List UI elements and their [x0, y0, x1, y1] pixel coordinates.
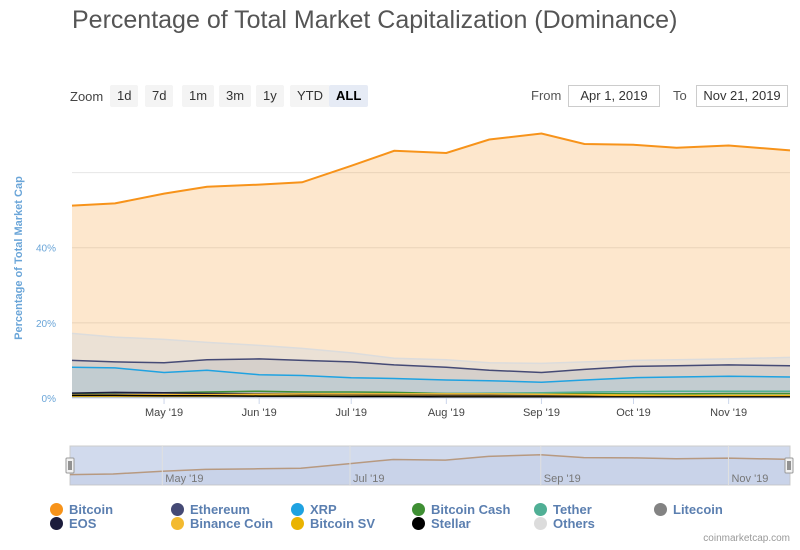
- area-bitcoin-cash: [72, 391, 790, 398]
- legend-label: Bitcoin Cash: [431, 502, 511, 517]
- area-others: [72, 333, 790, 398]
- zoom-button-3m[interactable]: 3m: [219, 85, 252, 107]
- area-bitcoin: [72, 133, 790, 398]
- navigator-window[interactable]: [69, 445, 791, 486]
- legend-label: Bitcoin SV: [310, 516, 376, 531]
- area-bitcoin-sv: [72, 395, 790, 398]
- legend-label: EOS: [69, 516, 97, 531]
- legend-label: Others: [553, 516, 595, 531]
- x-tick-label: Jun '19: [242, 407, 277, 419]
- legend-item-bitcoin-cash[interactable]: Bitcoin Cash: [412, 502, 510, 517]
- legend-label: Bitcoin: [69, 502, 114, 517]
- series-line-bitcoin[interactable]: [71, 132, 791, 207]
- navigator-series-line: [69, 454, 791, 476]
- credits[interactable]: coinmarketcap.com: [703, 533, 790, 544]
- range-from-label: From: [531, 88, 562, 103]
- legend-label: Litecoin: [673, 502, 723, 517]
- legend-label: Tether: [553, 502, 592, 517]
- navigator[interactable]: May '19 Jul '19 Sep '19 Nov '19: [65, 445, 794, 486]
- range-to-input[interactable]: Nov 21, 2019: [696, 85, 788, 107]
- area-eos: [72, 392, 790, 398]
- chart-title: Percentage of Total Market Capitalizatio…: [72, 6, 678, 34]
- navigator-right-handle[interactable]: [784, 457, 794, 474]
- area-binance-coin: [72, 393, 790, 398]
- legend-item-eos[interactable]: EOS: [50, 516, 96, 531]
- x-tick-label: Jul '19: [335, 407, 366, 419]
- series-line-litecoin[interactable]: [71, 392, 790, 397]
- legend-marker-icon: [412, 503, 425, 516]
- zoom-button-all[interactable]: ALL: [329, 85, 369, 107]
- navigator-tick-label: Nov '19: [731, 473, 768, 485]
- zoom-button-ytd[interactable]: YTD: [290, 85, 330, 107]
- range-to-label: To: [673, 88, 687, 103]
- x-tick-label: Nov '19: [710, 407, 747, 419]
- series-line-bitcoin-cash[interactable]: [71, 390, 790, 395]
- legend-marker-icon: [171, 503, 184, 516]
- legend-marker-icon: [171, 517, 184, 530]
- legend-marker-icon: [534, 503, 547, 516]
- legend-marker-icon: [50, 503, 63, 516]
- y-tick-label: 20%: [36, 319, 56, 330]
- series-line-binance-coin[interactable]: [72, 393, 790, 397]
- series-line-ethereum[interactable]: [71, 358, 791, 374]
- navigator-left-handle[interactable]: [65, 457, 75, 474]
- legend-item-others[interactable]: Others: [534, 516, 595, 531]
- legend-marker-icon: [50, 517, 63, 530]
- legend-marker-icon: [534, 517, 547, 530]
- navigator-tick-label: May '19: [165, 473, 203, 485]
- x-tick-label: Aug '19: [428, 407, 465, 419]
- navigator-series-area: [70, 454, 790, 485]
- series-line-stellar[interactable]: [72, 394, 790, 398]
- zoom-button-1d[interactable]: 1d: [110, 85, 139, 107]
- legend-item-bitcoin[interactable]: Bitcoin: [50, 502, 113, 517]
- legend-item-stellar[interactable]: Stellar: [412, 516, 471, 531]
- series-line-others[interactable]: [71, 332, 791, 365]
- area-tether: [72, 391, 790, 398]
- zoom-label: Zoom: [70, 89, 104, 104]
- area-xrp: [72, 367, 790, 398]
- legend-item-litecoin[interactable]: Litecoin: [654, 502, 723, 517]
- legend-marker-icon: [291, 503, 304, 516]
- y-tick-label: 40%: [36, 244, 56, 255]
- x-tick-label: Sep '19: [523, 407, 560, 419]
- legend-label: Stellar: [431, 516, 471, 531]
- legend-marker-icon: [291, 517, 304, 530]
- series-line-xrp[interactable]: [71, 366, 791, 383]
- legend-marker-icon: [412, 517, 425, 530]
- legend-label: Ethereum: [190, 502, 250, 517]
- area-litecoin: [72, 393, 790, 398]
- navigator-tick-label: Sep '19: [544, 473, 581, 485]
- legend-label: XRP: [310, 502, 337, 517]
- legend-item-bitcoin-sv[interactable]: Bitcoin SV: [291, 516, 375, 531]
- legend-item-ethereum[interactable]: Ethereum: [171, 502, 250, 517]
- zoom-button-7d[interactable]: 7d: [145, 85, 174, 107]
- area-stellar: [72, 395, 790, 398]
- legend-item-tether[interactable]: Tether: [534, 502, 592, 517]
- range-from-input[interactable]: Apr 1, 2019: [568, 85, 660, 107]
- legend-item-xrp[interactable]: XRP: [291, 502, 337, 517]
- legend-label: Binance Coin: [190, 516, 274, 531]
- zoom-button-1m[interactable]: 1m: [182, 85, 215, 107]
- zoom-button-1y[interactable]: 1y: [256, 85, 284, 107]
- series-line-eos[interactable]: [71, 391, 791, 397]
- navigator-tick-label: Jul '19: [353, 473, 384, 485]
- y-tick-label: 0%: [42, 394, 57, 405]
- series-line-tether[interactable]: [71, 390, 790, 397]
- y-axis-label: Percentage of Total Market Cap: [13, 176, 25, 340]
- area-ethereum: [72, 358, 790, 398]
- x-tick-label: Oct '19: [616, 407, 651, 419]
- series-line-bitcoin-sv[interactable]: [72, 394, 790, 398]
- legend-item-binance-coin[interactable]: Binance Coin: [171, 516, 273, 531]
- x-tick-label: May '19: [145, 407, 183, 419]
- legend-marker-icon: [654, 503, 667, 516]
